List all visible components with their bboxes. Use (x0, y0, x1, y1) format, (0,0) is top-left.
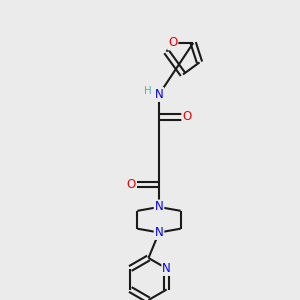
Text: O: O (127, 178, 136, 191)
Text: N: N (154, 226, 164, 239)
Text: O: O (168, 36, 177, 50)
Text: N: N (154, 200, 164, 214)
Text: N: N (162, 262, 171, 275)
Text: H: H (144, 86, 152, 96)
Text: O: O (182, 110, 191, 124)
Text: N: N (154, 88, 164, 101)
